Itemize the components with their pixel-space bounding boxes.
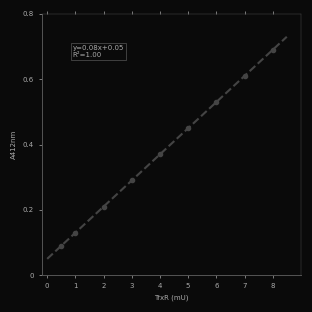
Text: y=0.08x+0.05
R²=1.00: y=0.08x+0.05 R²=1.00 (73, 45, 124, 58)
X-axis label: TrxR (mU): TrxR (mU) (154, 295, 188, 301)
Y-axis label: A412nm: A412nm (11, 130, 17, 159)
